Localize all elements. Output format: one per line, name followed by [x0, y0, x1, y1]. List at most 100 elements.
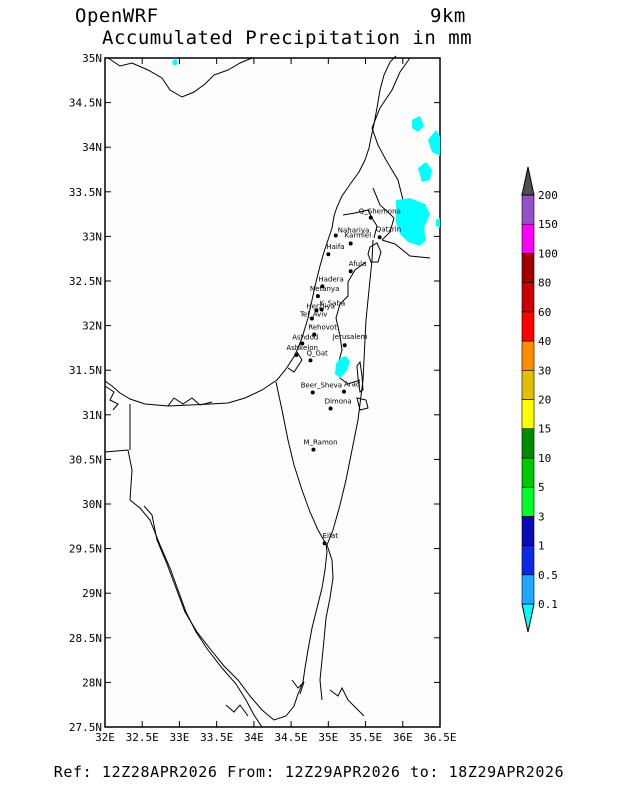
city-label: M_Ramon — [303, 439, 337, 447]
city-label: Ashkelon — [286, 344, 318, 352]
sea-of-galilee — [367, 242, 382, 263]
legend-swatch — [521, 457, 535, 488]
city-label: Haifa — [326, 243, 344, 251]
legend-swatch — [521, 282, 535, 313]
legend-level-label: 20 — [538, 394, 551, 407]
lon-tick-label: 36.5E — [423, 731, 456, 744]
lon-tick-label: 33.5E — [200, 731, 233, 744]
city-label: Beer_Sheva — [301, 382, 342, 390]
city-label: Afula — [349, 260, 367, 268]
legend-level-label: 5 — [538, 481, 545, 494]
mediterranean-coastline — [104, 55, 397, 407]
lon-tick-label: 34E — [244, 731, 264, 744]
city-label: Q_Gat — [306, 349, 328, 357]
city-dot — [333, 233, 338, 238]
city-dot — [328, 406, 333, 411]
legend-swatch — [521, 311, 535, 342]
legend-swatch — [521, 428, 535, 459]
legend-level-label: 0.1 — [538, 598, 558, 611]
lat-tick-label: 34N — [82, 141, 102, 154]
city-label: Herzliya — [306, 302, 334, 310]
precip-legend: 0.1 0.5 1 3 5 10 15 20 30 40 60 80 100 150 200 — [521, 166, 558, 633]
city-label: Dimona — [325, 398, 352, 406]
legend-swatch — [521, 340, 535, 371]
precip-area-east-edge — [436, 218, 440, 228]
map-frame — [104, 57, 441, 728]
city-dot — [300, 341, 305, 346]
lat-tick-label: 32.5N — [69, 275, 102, 288]
city-dot — [319, 307, 324, 312]
legend-swatch — [521, 223, 535, 254]
golan-border — [381, 239, 431, 259]
precip-area-golan — [396, 198, 430, 246]
lat-tick-label: 29.5N — [69, 543, 102, 556]
city-dot — [342, 343, 347, 348]
gulf-of-suez-coast — [104, 449, 263, 728]
city-dot — [308, 358, 313, 363]
legend-level-label: 0.5 — [538, 569, 558, 582]
precip-shading — [172, 58, 440, 378]
legend-low-triangle — [521, 603, 535, 633]
city-dot — [377, 235, 382, 240]
precip-area-lebanon — [412, 116, 424, 132]
city-label: Q_Shemona — [359, 208, 401, 216]
city-label: Rehovot — [308, 324, 337, 332]
lat-tick-label: 31N — [82, 409, 102, 422]
city-dot — [294, 353, 299, 358]
legend-swatch — [521, 369, 535, 400]
city-label: Jerusalem — [332, 333, 368, 341]
city-dot — [326, 252, 331, 257]
lat-tick-label: 30.5N — [69, 453, 102, 466]
lat-tick-label: 33N — [82, 230, 102, 243]
legend-level-label: 10 — [538, 452, 551, 465]
jordan-border — [326, 239, 374, 546]
city-label: Arad — [344, 381, 360, 389]
resolution-label: 9km — [430, 5, 466, 27]
city-dot — [315, 294, 320, 299]
city-label: Eilat — [323, 532, 339, 540]
city-dot — [348, 241, 353, 246]
lon-tick-label: 33E — [170, 731, 190, 744]
lon-tick-label: 35E — [318, 731, 338, 744]
city-dot — [314, 308, 319, 313]
legend-level-label: 30 — [538, 364, 551, 377]
bay-outline — [167, 397, 213, 407]
legend-swatch — [521, 545, 535, 576]
precip-area-jerusalem — [335, 356, 350, 378]
lat-tick-label: 30N — [82, 498, 102, 511]
lon-tick-label: 36E — [393, 731, 413, 744]
legend-high-triangle — [521, 166, 535, 196]
city-dot — [368, 215, 373, 220]
city-dot — [312, 332, 317, 337]
model-title: OpenWRF — [75, 5, 159, 27]
legend-level-label: 3 — [538, 510, 545, 523]
run-info-footer: Ref: 12Z28APR2026 From: 12Z29APR2026 to:… — [53, 763, 565, 781]
city-label: Nahariya — [338, 227, 370, 235]
legend-swatch — [521, 486, 535, 517]
lat-tick-label: 32N — [82, 320, 102, 333]
legend-level-label: 200 — [538, 189, 558, 202]
west-bank-border — [335, 261, 367, 385]
legend-swatch — [521, 399, 535, 430]
legend-level-label: 15 — [538, 423, 551, 436]
legend-level-label: 60 — [538, 306, 551, 319]
cyprus-edge — [107, 57, 253, 98]
legend-swatch — [521, 516, 535, 546]
legend-swatch — [521, 574, 535, 605]
lat-tick-label: 28.5N — [69, 632, 102, 645]
lon-tick-label: 34.5E — [275, 731, 308, 744]
lat-tick-label: 33.5N — [69, 186, 102, 199]
city-label: Karmiel — [345, 232, 372, 240]
city-label: Ashdod — [292, 333, 318, 341]
lebanon-border — [342, 209, 378, 239]
city-dot — [311, 447, 316, 452]
dead-sea-south — [356, 397, 369, 411]
city-dot — [320, 284, 325, 289]
gaza-border — [287, 351, 303, 373]
city-label: Netanya — [310, 285, 339, 293]
legend-level-label: 80 — [538, 277, 551, 290]
legend-swatch — [521, 253, 535, 283]
precip-area-syria-north — [428, 130, 440, 156]
precip-area-cyprus — [172, 58, 178, 66]
field-title: Accumulated Precipitation in mm — [102, 27, 473, 49]
